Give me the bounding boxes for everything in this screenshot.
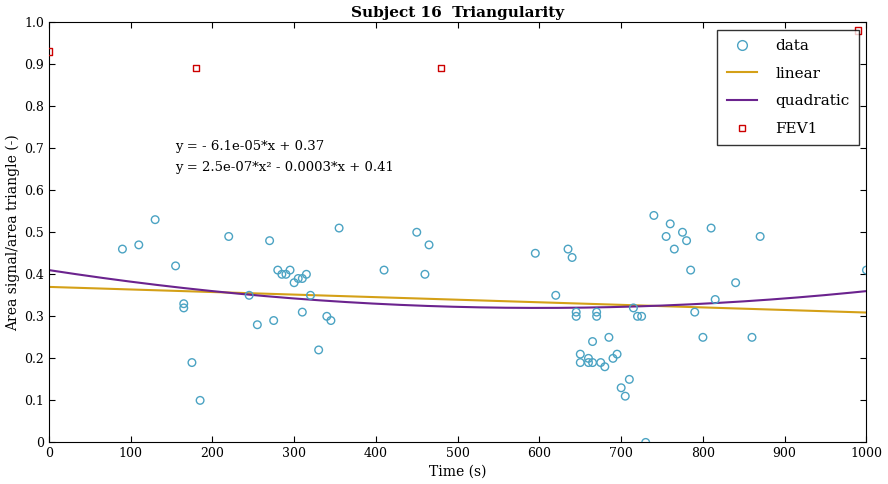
Y-axis label: Area signal/area triangle (-): Area signal/area triangle (-) — [5, 134, 20, 331]
Point — [573, 350, 587, 358]
Point — [569, 308, 583, 316]
Point — [332, 224, 346, 232]
Point — [287, 279, 301, 287]
Point — [271, 266, 285, 274]
Point — [569, 313, 583, 320]
Point — [684, 266, 698, 274]
Point — [582, 354, 596, 362]
Point — [618, 393, 632, 400]
Legend: data, linear, quadratic, FEV1: data, linear, quadratic, FEV1 — [718, 30, 859, 145]
Point — [291, 274, 305, 282]
Point — [659, 233, 673, 241]
Point — [169, 262, 183, 270]
Point — [626, 304, 640, 312]
Point — [622, 376, 637, 383]
Point — [312, 346, 326, 354]
Point — [266, 317, 281, 324]
Title: Subject 16  Triangularity: Subject 16 Triangularity — [351, 5, 564, 19]
Point — [295, 274, 309, 282]
Point — [279, 271, 293, 278]
Point — [115, 245, 130, 253]
Point — [602, 333, 616, 341]
X-axis label: Time (s): Time (s) — [429, 465, 487, 479]
Point — [42, 47, 56, 55]
Point — [585, 338, 599, 346]
Point — [582, 359, 596, 366]
Point — [418, 271, 432, 278]
Point — [676, 228, 690, 236]
Point — [590, 308, 604, 316]
Point — [667, 245, 681, 253]
Point — [687, 308, 702, 316]
Point — [549, 291, 563, 299]
Point — [422, 241, 436, 249]
Point — [304, 291, 318, 299]
Point — [630, 313, 645, 320]
Point — [614, 384, 629, 392]
Point — [377, 266, 392, 274]
Text: y = - 6.1e-05*x + 0.37: y = - 6.1e-05*x + 0.37 — [176, 140, 325, 153]
Point — [528, 249, 543, 257]
Point — [708, 296, 722, 303]
Point — [646, 212, 661, 219]
Point — [753, 233, 767, 241]
Point — [299, 271, 313, 278]
Point — [565, 254, 579, 261]
Point — [320, 313, 334, 320]
Point — [610, 350, 624, 358]
Point — [185, 359, 199, 366]
Point — [663, 220, 678, 228]
Point — [222, 233, 236, 241]
Point — [745, 333, 759, 341]
Point — [189, 64, 203, 72]
Point — [852, 27, 866, 34]
Point — [561, 245, 575, 253]
Point — [704, 224, 718, 232]
Point — [263, 237, 277, 244]
Point — [593, 359, 607, 366]
Point — [283, 266, 297, 274]
Point — [242, 291, 257, 299]
Point — [598, 363, 612, 371]
Point — [324, 317, 338, 324]
Point — [585, 359, 599, 366]
Point — [177, 304, 191, 312]
Point — [728, 279, 742, 287]
Point — [679, 237, 694, 244]
Point — [193, 396, 207, 404]
Point — [148, 216, 163, 224]
Point — [696, 333, 710, 341]
Point — [434, 64, 448, 72]
Point — [860, 266, 874, 274]
Point — [590, 313, 604, 320]
Text: y = 2.5e-07*x² - 0.0003*x + 0.41: y = 2.5e-07*x² - 0.0003*x + 0.41 — [176, 161, 394, 174]
Point — [250, 321, 265, 329]
Point — [638, 439, 653, 446]
Point — [635, 313, 649, 320]
Point — [131, 241, 146, 249]
Point — [177, 300, 191, 308]
Point — [274, 271, 289, 278]
Point — [573, 359, 587, 366]
Point — [409, 228, 424, 236]
Point — [295, 308, 309, 316]
Point — [606, 354, 620, 362]
